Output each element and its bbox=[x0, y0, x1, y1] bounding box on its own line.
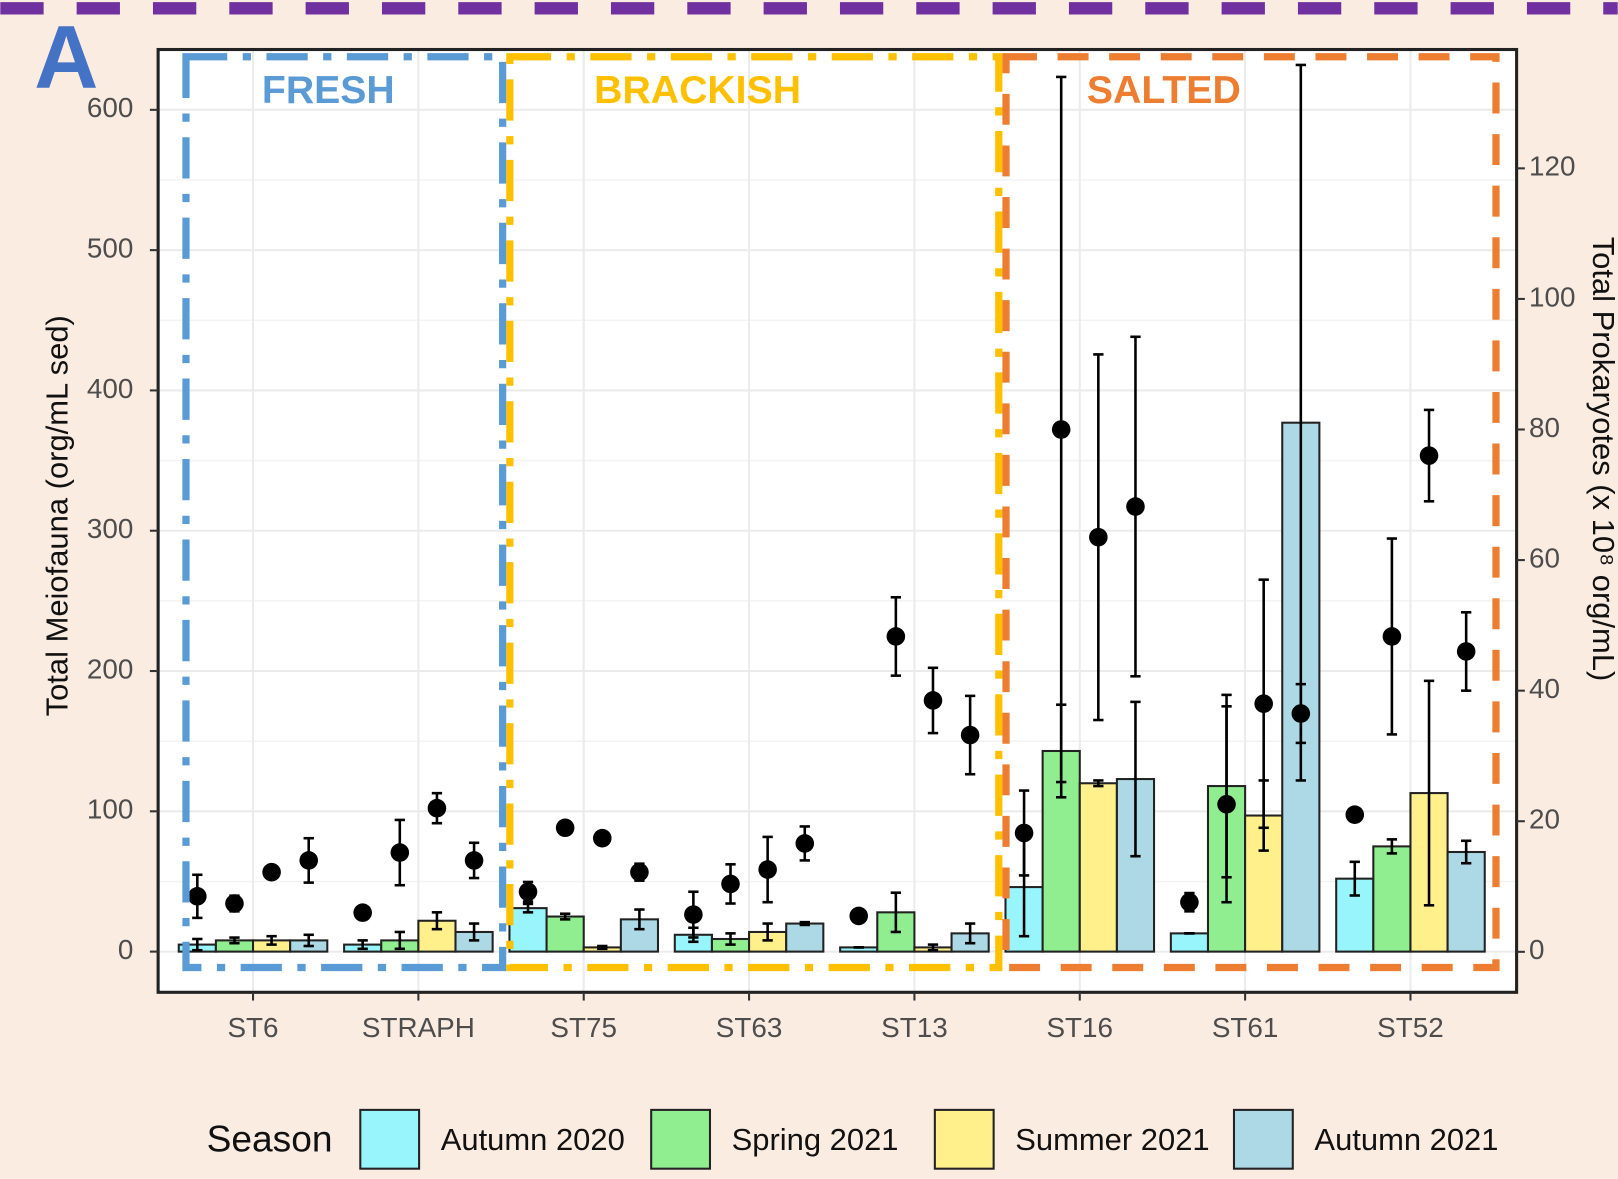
bar bbox=[1373, 846, 1410, 951]
legend-title: Season bbox=[207, 1118, 333, 1160]
y-tick-label: 200 bbox=[87, 653, 133, 684]
point bbox=[721, 875, 740, 894]
point bbox=[1383, 627, 1402, 646]
point bbox=[556, 818, 575, 837]
y2-tick-label: 80 bbox=[1529, 412, 1560, 443]
y-tick-label: 400 bbox=[87, 373, 133, 404]
x-tick-label: ST52 bbox=[1377, 1012, 1444, 1043]
page: {"chart_data":{"type":"bar","panel_label… bbox=[0, 0, 1618, 1179]
y2-tick-label: 40 bbox=[1529, 673, 1560, 704]
bar bbox=[1171, 933, 1208, 951]
point bbox=[795, 834, 814, 853]
point bbox=[593, 829, 612, 848]
y-axis-title: Total Meiofauna (org/mL sed) bbox=[39, 315, 74, 716]
y2-tick-label: 100 bbox=[1529, 281, 1575, 312]
point bbox=[1345, 805, 1364, 824]
y2-tick-label: 0 bbox=[1529, 934, 1545, 965]
point bbox=[684, 905, 703, 924]
bar bbox=[547, 917, 584, 952]
bar bbox=[786, 924, 823, 952]
x-tick-label: ST61 bbox=[1212, 1012, 1279, 1043]
region-label: FRESH bbox=[262, 69, 395, 112]
y-tick-label: 300 bbox=[87, 513, 133, 544]
point bbox=[1217, 795, 1236, 814]
bar bbox=[1448, 852, 1485, 952]
point bbox=[1254, 694, 1273, 713]
legend-label: Spring 2021 bbox=[732, 1122, 899, 1157]
chart: FRESH BRACKISH SALTED A Total Meiofauna … bbox=[0, 0, 1618, 1179]
x-tick-label: STRAPH bbox=[362, 1012, 475, 1043]
legend-label: Autumn 2020 bbox=[441, 1122, 625, 1157]
x-tick-label: ST75 bbox=[550, 1012, 617, 1043]
bar bbox=[1080, 783, 1117, 951]
legend-key bbox=[651, 1110, 710, 1169]
region-label: SALTED bbox=[1087, 69, 1241, 112]
point bbox=[353, 903, 372, 922]
point bbox=[1457, 642, 1476, 661]
point bbox=[961, 726, 980, 745]
point bbox=[758, 860, 777, 879]
y2-tick-label: 20 bbox=[1529, 804, 1560, 835]
legend-key bbox=[935, 1110, 994, 1169]
legend-key bbox=[360, 1110, 419, 1169]
point bbox=[428, 799, 447, 818]
legend: Autumn 2020 Spring 2021 Summer 2021 Autumn … bbox=[360, 1110, 1498, 1169]
x-tick-label: ST6 bbox=[227, 1012, 278, 1043]
point bbox=[849, 907, 868, 926]
point bbox=[1420, 446, 1439, 465]
bar bbox=[509, 908, 546, 951]
y2-axis-title: Total Prokaryotes (x 10⁸ org/mL) bbox=[1586, 237, 1618, 682]
x-tick-label: ST13 bbox=[881, 1012, 948, 1043]
point bbox=[519, 882, 538, 901]
region-label: BRACKISH bbox=[594, 69, 801, 112]
point bbox=[630, 863, 649, 882]
point bbox=[887, 627, 906, 646]
y-tick-label: 0 bbox=[118, 934, 133, 965]
y2-tick-label: 120 bbox=[1529, 151, 1575, 182]
point bbox=[299, 851, 318, 870]
x-tick-label: ST63 bbox=[716, 1012, 783, 1043]
point bbox=[188, 887, 207, 906]
point bbox=[1089, 528, 1108, 547]
y-tick-label: 600 bbox=[87, 92, 133, 123]
point bbox=[1292, 704, 1311, 723]
legend-label: Autumn 2021 bbox=[1314, 1122, 1498, 1157]
x-tick-label: ST16 bbox=[1046, 1012, 1113, 1043]
point bbox=[1126, 497, 1145, 516]
legend-key bbox=[1234, 1110, 1293, 1169]
point bbox=[1052, 420, 1071, 439]
point bbox=[465, 851, 484, 870]
point bbox=[1180, 893, 1199, 912]
point bbox=[225, 894, 244, 913]
point bbox=[391, 843, 410, 862]
point bbox=[1015, 824, 1034, 843]
legend-label: Summer 2021 bbox=[1015, 1122, 1209, 1157]
point bbox=[262, 863, 281, 882]
point bbox=[924, 691, 943, 710]
y-tick-label: 100 bbox=[87, 794, 133, 825]
y-tick-label: 500 bbox=[87, 232, 133, 263]
y2-tick-label: 60 bbox=[1529, 542, 1560, 573]
